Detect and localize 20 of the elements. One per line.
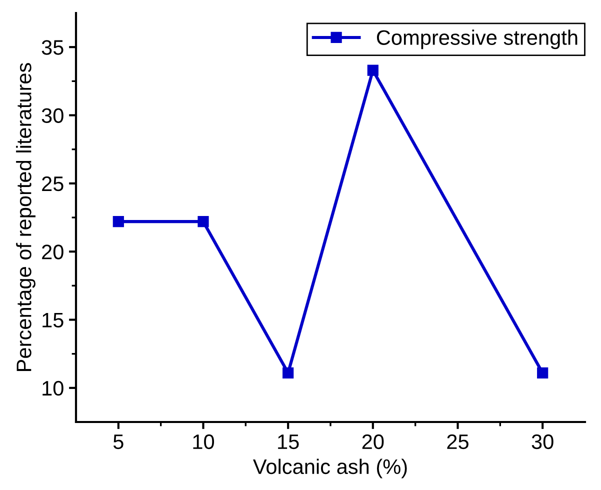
y-tick-label: 20: [42, 244, 64, 260]
x-tick-label: 15: [278, 434, 299, 450]
x-tick-label: 5: [113, 434, 124, 450]
y-tick-label: 10: [42, 380, 64, 396]
x-tick-label: 25: [447, 434, 468, 450]
point: [537, 367, 548, 378]
y-axis-title: Percentage of reported literatures: [16, 63, 36, 371]
x-axis-title: Volcanic ash (%): [253, 458, 407, 478]
y-tick-label: 15: [42, 312, 64, 328]
y-tick-label: 25: [42, 176, 64, 192]
x-tick-label: 10: [193, 434, 214, 450]
point: [112, 216, 124, 228]
point: [282, 367, 294, 378]
point: [198, 216, 209, 228]
x-tick-label: 30: [532, 434, 554, 450]
x-tick-label: 20: [362, 434, 384, 450]
y-tick-label: 35: [42, 40, 64, 55]
y-tick-label: 30: [42, 108, 64, 124]
point: [367, 64, 378, 76]
legend-label: Compressive strength: [376, 30, 578, 50]
